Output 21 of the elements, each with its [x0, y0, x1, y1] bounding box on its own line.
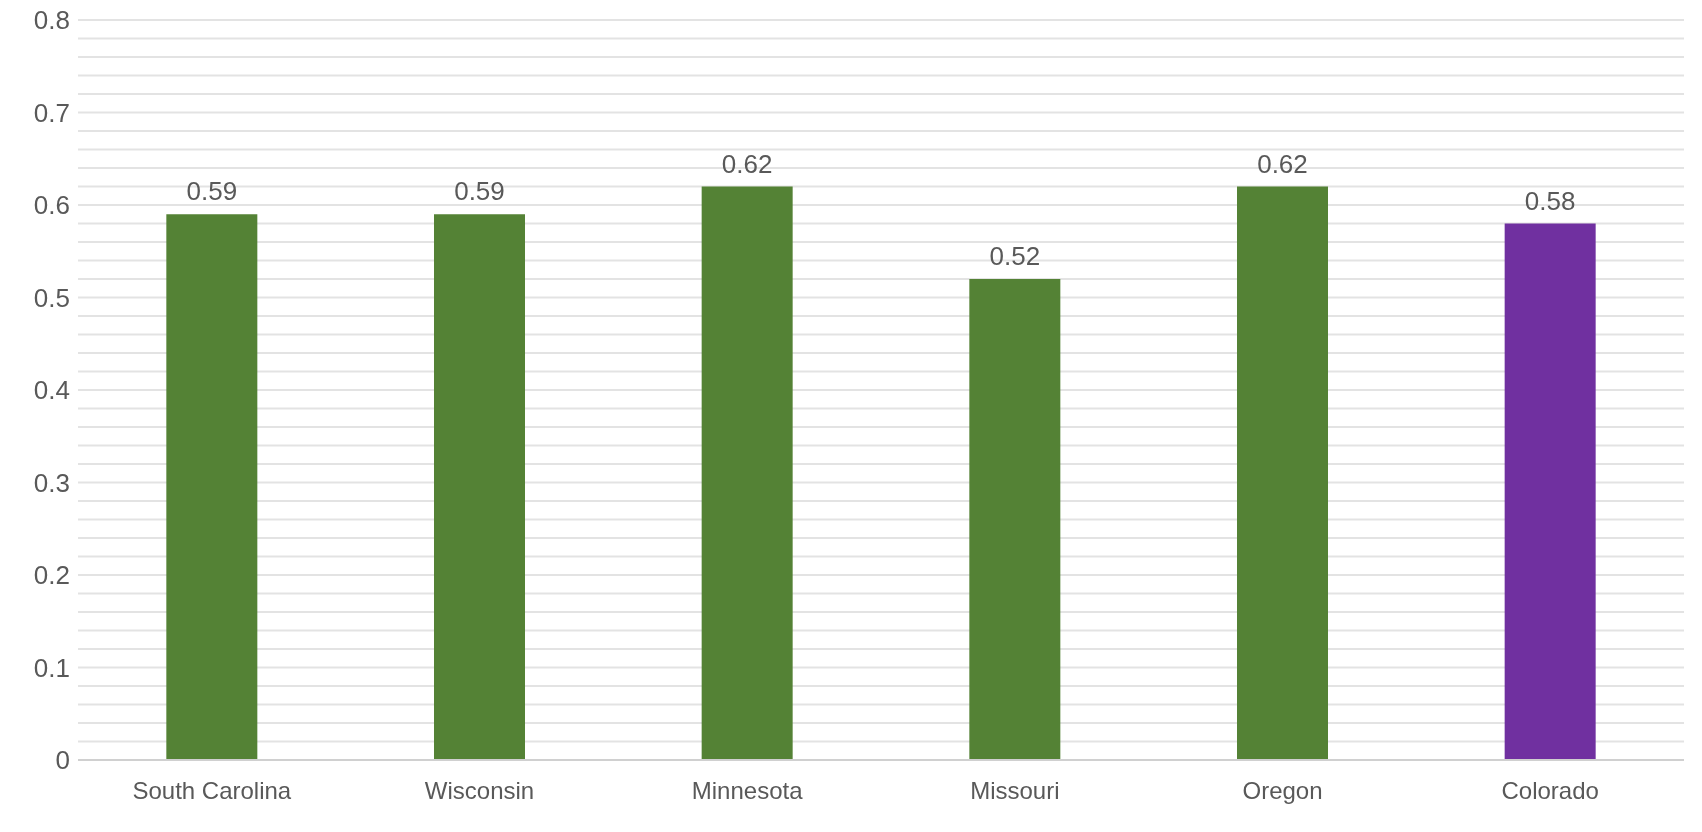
x-tick-label: Minnesota [691, 777, 804, 805]
y-tick-label: 0.7 [33, 97, 70, 128]
data-label: 0.62 [1257, 148, 1308, 179]
y-tick-label: 0.2 [33, 560, 70, 591]
y-tick-label: 0.6 [33, 190, 70, 221]
y-tick-label: 0.1 [33, 652, 70, 683]
data-label: 0.58 [1524, 185, 1576, 216]
data-label: 0.59 [186, 176, 238, 207]
data-label: 0.62 [721, 148, 773, 179]
y-tick-label: 0.5 [33, 282, 70, 313]
x-tick-label: Missouri [970, 777, 1060, 805]
data-label: 0.59 [454, 176, 505, 207]
x-tick-label: South Carolina [132, 777, 292, 805]
x-tick-label: Wisconsin [424, 777, 535, 805]
y-tick-label: 0 [55, 745, 70, 776]
x-tick-label: Oregon [1242, 777, 1323, 805]
y-tick-label: 0.8 [33, 5, 70, 36]
data-label: 0.52 [989, 241, 1041, 271]
x-tick-label: Colorado [1501, 777, 1599, 805]
y-tick-label: 0.4 [33, 375, 70, 406]
y-tick-label: 0.3 [33, 467, 70, 498]
